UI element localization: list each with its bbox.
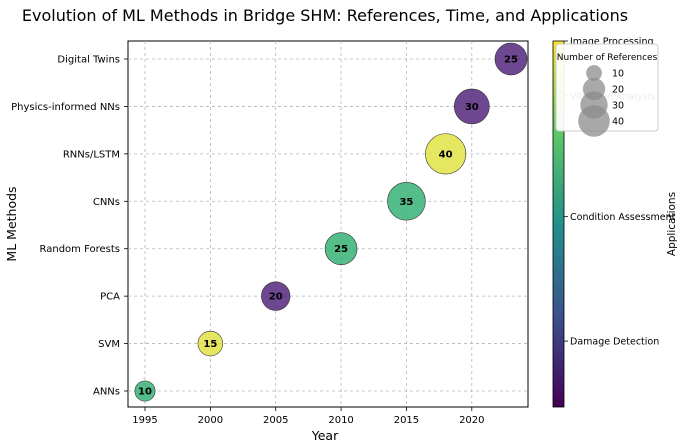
data-label: 35 [399,197,413,208]
x-ticks: 1995 2000 2005 2010 2015 2020 [132,407,485,426]
data-label: 15 [203,339,217,350]
data-label: 10 [138,387,152,398]
data-label: 25 [334,244,348,255]
plot-area: 10 15 20 25 35 40 30 25 1995 2000 2005 2010 2015 202… [11,40,529,426]
x-axis-label: Year [311,428,339,443]
y-tick-label: Physics-informed NNs [11,102,120,113]
legend-marker [578,105,610,137]
data-label: 30 [465,102,479,113]
data-label: 40 [439,149,453,160]
legend-entry-label: 20 [612,85,624,96]
data-label: 20 [269,292,283,303]
legend-entry-label: 40 [612,117,624,128]
data-point [387,182,426,221]
x-tick-label: 2000 [198,415,223,426]
legend-entry-label: 30 [612,101,624,112]
y-tick-label: CNNs [93,197,120,208]
points: 10 15 20 25 35 40 30 25 [134,42,528,402]
x-tick-label: 1995 [132,415,157,426]
colorbar-tick-label: Condition Assessment [570,212,676,223]
x-tick-label: 2020 [459,415,484,426]
legend-marker [586,65,602,81]
y-tick-label: Random Forests [40,244,120,255]
data-point [425,133,467,175]
data-point [197,330,224,357]
legend-entry-label: 10 [612,69,624,80]
colorbar-tick-label: Image Processing [570,37,654,48]
y-ticks: ANNs SVM PCA Random Forests CNNs RNNs/LSTM Phy… [11,55,128,398]
data-point [453,88,490,125]
y-tick-label: ANNs [93,387,120,398]
data-point [494,42,528,76]
y-tick-label: PCA [100,292,120,303]
y-axis-label: ML Methods [4,186,19,261]
data-point [324,232,358,266]
data-label: 25 [504,55,518,66]
chart-title: Evolution of ML Methods in Bridge SHM: R… [22,6,628,25]
x-tick-label: 2015 [394,415,419,426]
y-tick-label: RNNs/LSTM [63,149,120,160]
colorbar-gradient [552,40,565,408]
x-tick-label: 2010 [328,415,353,426]
data-point [134,380,156,402]
size-legend: Number of References 10 20 30 40 [555,43,659,137]
data-point [261,281,291,311]
colorbar-tick-label: Damage Detection [570,337,659,348]
legend-title: Number of References [557,53,658,63]
y-tick-label: SVM [98,339,120,350]
grid [128,41,528,407]
colorbar-label: Applications [666,192,678,256]
y-tick-label: Digital Twins [57,55,120,66]
x-tick-label: 2005 [263,415,288,426]
